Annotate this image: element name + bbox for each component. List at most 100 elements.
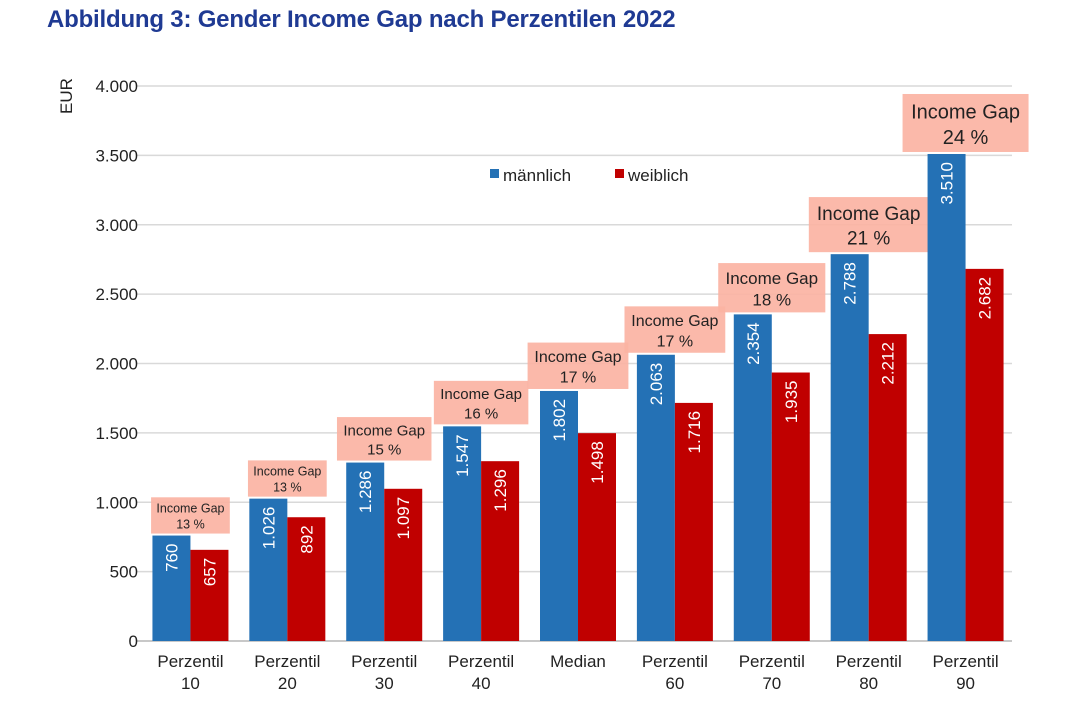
income-gap-value: 24 % — [943, 127, 989, 149]
x-tick-label: Median — [550, 652, 606, 671]
income-gap-box — [808, 197, 929, 253]
y-axis-ticks: 0 500 1.000 1.500 2.000 2.500 3.000 3.500 4.000 — [95, 77, 138, 651]
x-tick-label: Perzentil — [836, 652, 902, 671]
chart-title: Abbildung 3: Gender Income Gap nach Perz… — [47, 6, 676, 33]
bar-value-label: 1.097 — [394, 497, 413, 540]
x-tick-label: Perzentil — [739, 652, 805, 671]
x-tick-label: 80 — [859, 674, 878, 693]
bar-value-label: 760 — [162, 544, 181, 572]
income-gap-box — [247, 460, 327, 497]
income-gap-label: Income Gap — [440, 386, 522, 403]
bar-value-label: 1.286 — [356, 471, 375, 514]
y-tick-label: 4.000 — [95, 77, 138, 96]
income-gap-box — [336, 417, 432, 461]
bar-weiblich — [674, 402, 713, 641]
x-tick-label: Perzentil — [932, 652, 998, 671]
bar-value-label: 1.026 — [259, 507, 278, 550]
bar-maennlich — [636, 354, 675, 641]
y-tick-label: 1.000 — [95, 493, 138, 512]
x-tick-label: 30 — [375, 674, 394, 693]
x-tick-label: 20 — [278, 674, 297, 693]
y-tick-label: 3.500 — [95, 146, 138, 165]
y-tick-label: 2.500 — [95, 285, 138, 304]
y-tick-label: 500 — [110, 563, 138, 582]
income-gap-box — [624, 306, 726, 353]
income-gap-label: Income Gap — [725, 269, 818, 288]
bar-maennlich — [927, 153, 966, 642]
income-gap-label: Income Gap — [343, 422, 425, 439]
y-tick-label: 1.500 — [95, 424, 138, 443]
income-gap-label: Income Gap — [817, 204, 921, 225]
bar-maennlich — [540, 390, 578, 641]
y-axis-label: EUR — [57, 78, 76, 114]
bar-maennlich — [443, 426, 482, 641]
bar-value-label: 2.788 — [841, 262, 860, 305]
legend: männlich weiblich — [490, 166, 688, 185]
bar-value-label: 2.063 — [647, 363, 666, 406]
x-tick-label: 60 — [665, 674, 684, 693]
legend-label-weiblich: weiblich — [627, 166, 688, 185]
income-gap-value: 16 % — [464, 405, 498, 422]
income-gap-value: 13 % — [176, 517, 205, 531]
x-tick-label: 40 — [472, 674, 491, 693]
x-tick-label: Perzentil — [448, 652, 514, 671]
bar-weiblich — [868, 334, 907, 641]
income-gap-label: Income Gap — [631, 313, 718, 330]
income-gap-value: 18 % — [752, 290, 791, 309]
bar-value-label: 2.682 — [976, 277, 995, 320]
x-tick-label: 70 — [762, 674, 781, 693]
bar-maennlich — [733, 314, 772, 641]
bar-value-label: 1.716 — [685, 411, 704, 454]
bar-maennlich — [249, 498, 288, 641]
bar-value-label: 657 — [200, 558, 219, 586]
y-tick-label: 3.000 — [95, 216, 138, 235]
bar-weiblich — [965, 268, 1004, 641]
income-gap-value: 15 % — [367, 441, 401, 458]
x-tick-label: 10 — [181, 674, 200, 693]
bar-value-label: 1.802 — [550, 399, 569, 442]
income-gap-box — [527, 342, 629, 389]
x-tick-label: Perzentil — [351, 652, 417, 671]
bar-maennlich — [830, 254, 869, 642]
income-gap-box — [718, 263, 826, 313]
bar-value-label: 892 — [297, 525, 316, 553]
bar-maennlich — [346, 462, 385, 641]
legend-swatch-maennlich — [490, 169, 499, 178]
bar-weiblich — [578, 433, 616, 641]
bar-value-label: 1.547 — [453, 434, 472, 477]
bar-weiblich — [287, 517, 326, 641]
income-gap-label: Income Gap — [534, 349, 621, 366]
bar-value-label: 1.296 — [491, 469, 510, 512]
bar-value-label: 2.354 — [744, 322, 763, 365]
x-tick-label: Perzentil — [254, 652, 320, 671]
income-gap-value: 21 % — [847, 228, 890, 249]
income-gap-label: Income Gap — [911, 101, 1020, 123]
bar-maennlich — [152, 535, 191, 641]
income-gap-value: 17 % — [657, 333, 693, 350]
x-tick-label: Perzentil — [157, 652, 223, 671]
income-gap-label: Income Gap — [253, 465, 321, 479]
bar-weiblich — [384, 488, 423, 641]
y-tick-label: 0 — [129, 632, 138, 651]
bars: 760 657 1.026 892 1.286 1.097 1.547 1.296 1.802 1… — [152, 153, 1004, 642]
legend-label-maennlich: männlich — [503, 166, 571, 185]
income-gap-label: Income Gap — [156, 502, 224, 516]
bar-weiblich — [771, 372, 810, 641]
y-tick-label: 2.000 — [95, 355, 138, 374]
bar-value-label: 2.212 — [879, 342, 898, 385]
income-gap-value: 17 % — [560, 369, 596, 386]
x-tick-label: 90 — [956, 674, 975, 693]
bar-value-label: 1.498 — [588, 441, 607, 484]
income-gap-box — [902, 93, 1029, 152]
income-gap-box — [433, 380, 529, 425]
bar-value-label: 3.510 — [938, 162, 957, 205]
bar-value-label: 1.935 — [782, 381, 801, 424]
bar-weiblich — [481, 461, 520, 641]
income-gap-value: 13 % — [273, 481, 302, 495]
bar-weiblich — [190, 549, 229, 641]
income-gap-box — [151, 497, 230, 534]
x-tick-label: Perzentil — [642, 652, 708, 671]
x-axis-labels: Perzentil 10 Perzentil 20 Perzentil 30 Perzent… — [157, 652, 998, 693]
